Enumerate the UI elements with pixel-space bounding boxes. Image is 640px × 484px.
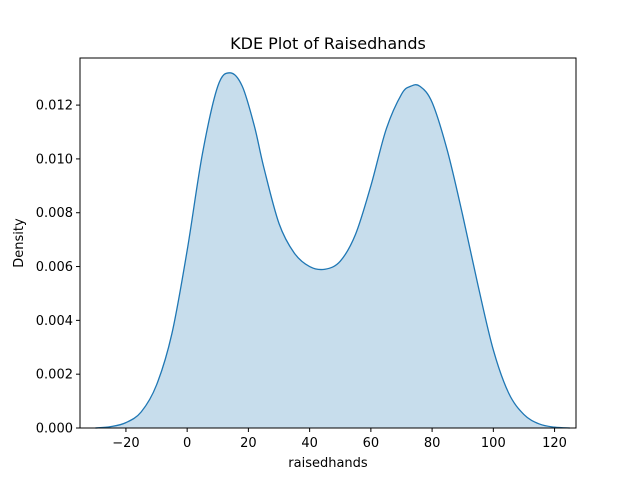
y-tick-label: 0.000 bbox=[36, 422, 73, 437]
chart-title: KDE Plot of Raisedhands bbox=[230, 34, 426, 53]
x-axis-ticks: −20 0 20 40 60 80 100 120 bbox=[112, 428, 567, 451]
x-tick-label: 80 bbox=[424, 436, 441, 451]
y-axis-ticks: 0.000 0.002 0.004 0.006 0.008 0.010 0.012 bbox=[36, 99, 80, 437]
y-tick-label: 0.008 bbox=[36, 206, 73, 221]
y-tick-label: 0.004 bbox=[36, 314, 73, 329]
y-tick-label: 0.002 bbox=[36, 368, 73, 383]
x-tick-label: 0 bbox=[183, 436, 191, 451]
x-tick-label: 60 bbox=[363, 436, 380, 451]
kde-density-line bbox=[95, 72, 570, 429]
x-tick-label: 40 bbox=[301, 436, 318, 451]
x-tick-label: 120 bbox=[542, 436, 567, 451]
kde-density-area bbox=[95, 72, 570, 429]
y-tick-label: 0.010 bbox=[36, 152, 73, 167]
y-tick-label: 0.012 bbox=[36, 99, 73, 114]
x-tick-label: −20 bbox=[112, 436, 139, 451]
y-tick-label: 0.006 bbox=[36, 260, 73, 275]
y-axis-label: Density bbox=[12, 218, 27, 268]
plot-area bbox=[95, 72, 570, 429]
x-tick-label: 20 bbox=[240, 436, 257, 451]
axes-frame bbox=[79, 57, 577, 429]
x-tick-label: 100 bbox=[481, 436, 506, 451]
x-axis-label: raisedhands bbox=[288, 456, 368, 471]
